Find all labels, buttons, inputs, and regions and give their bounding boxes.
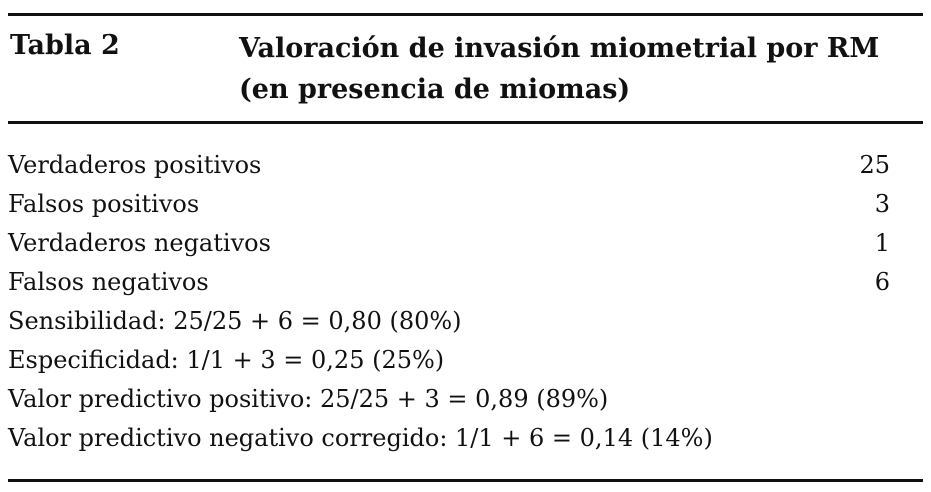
table-title: Valoración de invasión miometrial por RM…: [239, 28, 909, 110]
table-row: Especificidad: 1/1 + 3 = 0,25 (25%): [8, 343, 890, 382]
row-label: Verdaderos negativos: [8, 229, 271, 257]
row-label: Valor predictivo positivo: 25/25 + 3 = 0…: [8, 385, 609, 413]
table-row: Valor predictivo negativo corregido: 1/1…: [8, 421, 890, 460]
table-row: Valor predictivo positivo: 25/25 + 3 = 0…: [8, 382, 890, 421]
row-label: Valor predictivo negativo corregido: 1/1…: [8, 424, 713, 452]
table-row: Verdaderos positivos 25: [8, 148, 890, 187]
table-label: Tabla 2: [10, 30, 120, 61]
row-label: Falsos positivos: [8, 190, 200, 218]
top-rule: [8, 13, 923, 16]
table-row: Falsos negativos 6: [8, 265, 890, 304]
row-label: Verdaderos positivos: [8, 151, 262, 179]
row-value: 25: [859, 151, 890, 179]
row-value: 6: [874, 268, 890, 296]
row-label: Sensibilidad: 25/25 + 6 = 0,80 (80%): [8, 307, 462, 335]
row-label: Especificidad: 1/1 + 3 = 0,25 (25%): [8, 346, 445, 374]
row-label: Falsos negativos: [8, 268, 209, 296]
table-row: Falsos positivos 3: [8, 187, 890, 226]
header-rule: [8, 121, 923, 124]
table-row: Sensibilidad: 25/25 + 6 = 0,80 (80%): [8, 304, 890, 343]
bottom-rule: [8, 479, 923, 482]
row-value: 1: [874, 229, 890, 257]
table-body: Verdaderos positivos 25 Falsos positivos…: [8, 148, 890, 460]
results-table: Tabla 2 Valoración de invasión miometria…: [8, 0, 923, 492]
row-value: 3: [874, 190, 890, 218]
table-title-line-1: Valoración de invasión miometrial por RM: [239, 33, 880, 64]
table-title-line-2: (en presencia de miomas): [239, 74, 631, 105]
table-row: Verdaderos negativos 1: [8, 226, 890, 265]
